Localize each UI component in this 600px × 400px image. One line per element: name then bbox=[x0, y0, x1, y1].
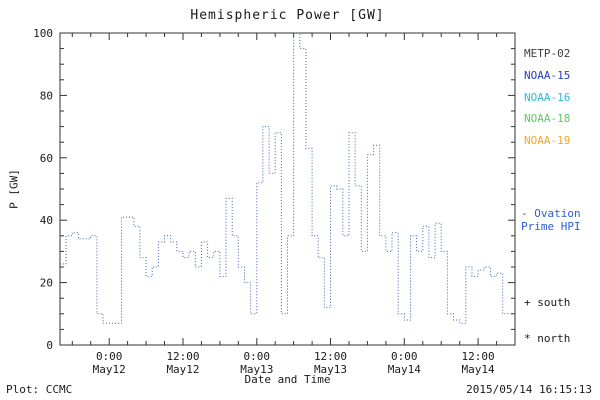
north-marker-label: * north bbox=[524, 332, 571, 345]
x-tick-date-label: May13 bbox=[240, 363, 273, 376]
y-tick-label: 0 bbox=[46, 339, 53, 352]
y-tick-label: 20 bbox=[40, 277, 53, 290]
legend-item-noaa16: NOAA-16 bbox=[524, 91, 571, 104]
x-tick-date-label: May13 bbox=[314, 363, 347, 376]
legend-item-metp02: METP-02 bbox=[524, 47, 571, 60]
x-tick-date-label: May14 bbox=[462, 363, 495, 376]
hpi-step-line bbox=[60, 32, 512, 324]
x-tick-time-label: 0:00 bbox=[96, 350, 123, 363]
x-axis-label: Date and Time bbox=[244, 373, 331, 386]
x-tick-time-label: 12:00 bbox=[314, 350, 347, 363]
y-tick-label: 100 bbox=[33, 27, 53, 40]
plot-source: Plot: CCMC bbox=[6, 383, 73, 396]
y-tick-label: 60 bbox=[40, 152, 53, 165]
x-tick-date-label: May12 bbox=[166, 363, 199, 376]
ovation-line-label: - Ovation bbox=[521, 207, 581, 220]
ovation-line-label-2: Prime HPI bbox=[521, 220, 581, 233]
legend-item-noaa19: NOAA-19 bbox=[524, 134, 571, 147]
x-tick-time-label: 12:00 bbox=[462, 350, 495, 363]
x-tick-time-label: 0:00 bbox=[391, 350, 418, 363]
x-tick-time-label: 12:00 bbox=[166, 350, 199, 363]
x-tick-date-label: May12 bbox=[93, 363, 126, 376]
y-tick-label: 40 bbox=[40, 214, 53, 227]
legend-item-noaa15: NOAA-15 bbox=[524, 69, 571, 82]
y-tick-label: 80 bbox=[40, 89, 53, 102]
y-axis-label: P [GW] bbox=[7, 169, 21, 209]
south-marker-label: + south bbox=[524, 296, 571, 309]
x-tick-date-label: May14 bbox=[388, 363, 421, 376]
plot-timestamp: 2015/05/14 16:15:13 bbox=[466, 383, 592, 396]
legend-item-noaa18: NOAA-18 bbox=[524, 112, 571, 125]
x-tick-time-label: 0:00 bbox=[244, 350, 271, 363]
chart-title: Hemispheric Power [GW] bbox=[190, 8, 385, 23]
